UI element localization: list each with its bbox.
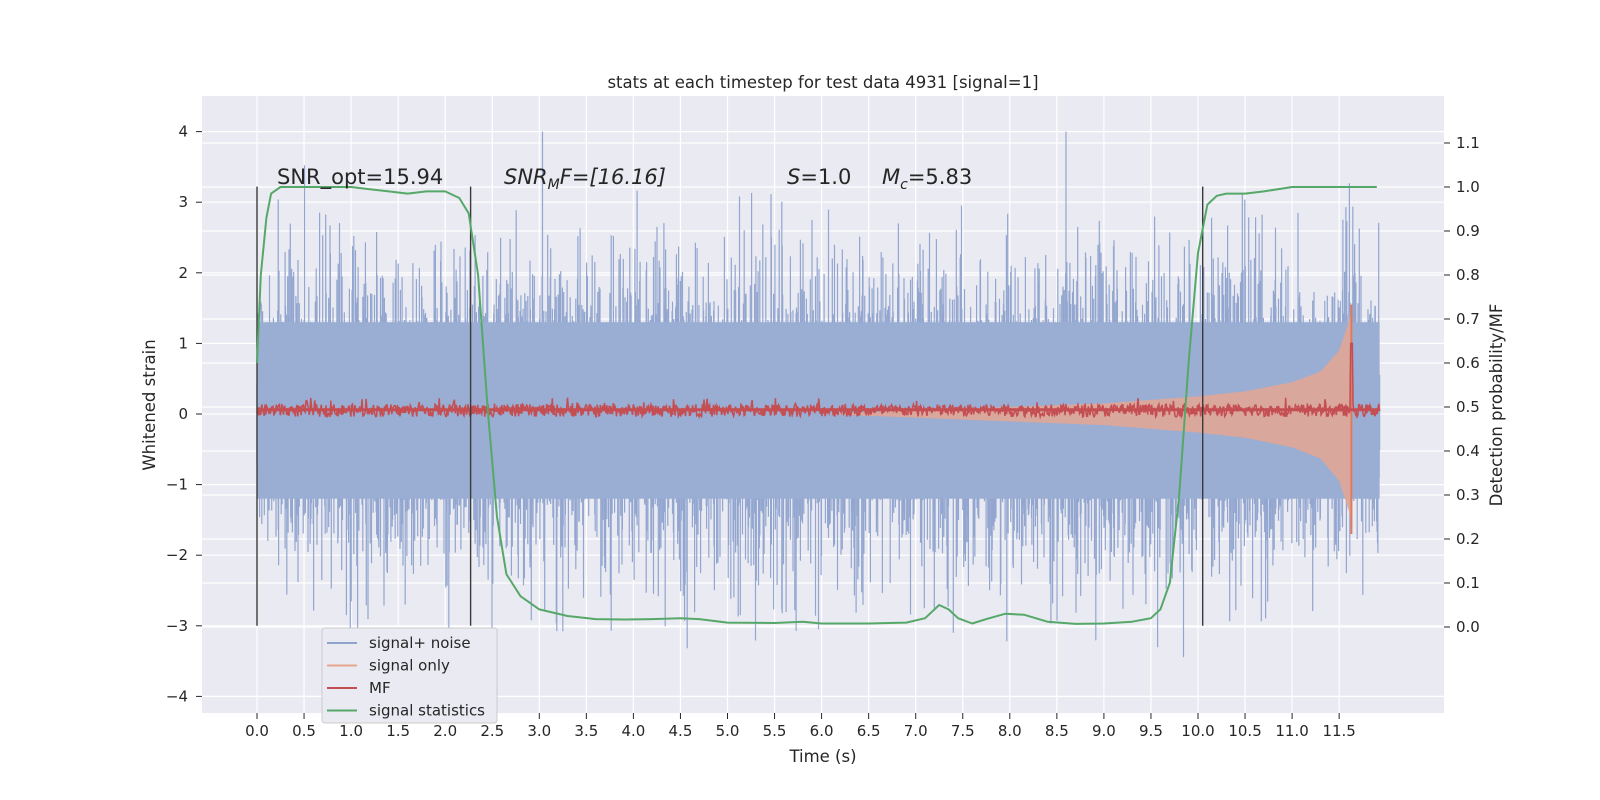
x-axis-label: Time (s) [788, 747, 856, 766]
x-tick-label: 1.0 [339, 722, 363, 740]
x-tick-label: 0.0 [245, 722, 269, 740]
legend-label: signal statistics [369, 702, 485, 720]
y-tick-label: −4 [166, 687, 188, 705]
y-axis-label: Whitened strain [140, 339, 159, 470]
x-tick-label: 1.5 [386, 722, 410, 740]
mc-value: =5.83 [908, 165, 972, 189]
snr-mf-base: SNR [504, 165, 548, 189]
mf-line [256, 342, 1381, 420]
x-tick-label: 11.0 [1275, 722, 1308, 740]
legend-label: MF [369, 679, 391, 697]
signal-statistics-series [256, 186, 1377, 625]
mc-sub: c [900, 177, 908, 193]
x-tick-label: 5.5 [763, 722, 787, 740]
x-tick-label: 5.0 [716, 722, 740, 740]
x-tick-label: 7.0 [904, 722, 928, 740]
y2-tick-label: 0.3 [1456, 486, 1480, 504]
y-tick-label: 1 [178, 334, 188, 352]
y-tick-label: 3 [178, 193, 188, 211]
x-axis-ticks: 0.0 0.5 1.0 1.5 2.0 2.5 3.0 3.5 4.0 4.5 5.0 5.5 6.0 6… [245, 713, 1356, 740]
snr-mf-sub: M [548, 177, 560, 193]
y2-tick-label: 0.5 [1456, 398, 1480, 416]
x-tick-label: 2.5 [480, 722, 504, 740]
y2-tick-label: 1.0 [1456, 178, 1480, 196]
y2-tick-label: 1.1 [1456, 134, 1480, 152]
x-tick-label: 3.5 [574, 722, 598, 740]
vertical-markers [256, 186, 1204, 626]
snr-opt-annotation: SNR_opt=15.94 [277, 165, 443, 190]
x-tick-label: 8.0 [998, 722, 1022, 740]
y2-tick-label: 0.0 [1456, 618, 1480, 636]
y2-tick-label: 0.4 [1456, 442, 1480, 460]
s-symbol: S [787, 165, 800, 189]
y2-tick-label: 0.8 [1456, 266, 1480, 284]
y-axis-ticks: 4 3 2 1 0 −1 −2 −3 −4 [166, 123, 202, 705]
x-tick-label: 9.5 [1139, 722, 1163, 740]
y-tick-label: −2 [166, 546, 188, 564]
snr-mf-rest: F=[16.16] [560, 165, 666, 189]
y2-tick-label: 0.2 [1456, 530, 1480, 548]
mf-series [256, 342, 1381, 420]
snr-mf-annotation: SNRMF=[16.16] [504, 165, 666, 193]
x-tick-label: 7.5 [951, 722, 975, 740]
x-tick-label: 3.0 [527, 722, 551, 740]
x-tick-label: 10.5 [1228, 722, 1261, 740]
signal-statistics-line [256, 186, 1377, 625]
x-tick-label: 9.0 [1092, 722, 1116, 740]
y2-tick-label: 0.9 [1456, 222, 1480, 240]
y2-axis-ticks: 1.1 1.0 0.9 0.8 0.7 0.6 0.5 0.4 0.3 0.2 0.1 0.0 [1444, 134, 1480, 636]
x-tick-label: 4.5 [669, 722, 693, 740]
chart-title: stats at each timestep for test data 493… [607, 73, 1038, 92]
y2-tick-label: 0.7 [1456, 310, 1480, 328]
y-tick-label: −3 [166, 617, 188, 635]
legend-label: signal only [369, 657, 450, 675]
y2-tick-label: 0.6 [1456, 354, 1480, 372]
x-tick-label: 8.5 [1045, 722, 1069, 740]
mc-annotation: Mc=5.83 [882, 165, 972, 193]
x-tick-label: 0.5 [292, 722, 316, 740]
s-value: =1.0 [800, 165, 851, 189]
x-tick-label: 10.0 [1181, 722, 1214, 740]
y-tick-label: −1 [166, 476, 188, 494]
y2-axis-label: Detection probability/MF [1487, 304, 1506, 507]
s-annotation: S=1.0 [787, 165, 851, 189]
legend: signal+ noise signal only MF signal statist… [321, 627, 498, 724]
legend-box [321, 627, 498, 724]
x-tick-label: 6.5 [857, 722, 881, 740]
y-tick-label: 2 [178, 264, 188, 282]
x-tick-label: 11.5 [1322, 722, 1355, 740]
y-tick-label: 0 [178, 405, 188, 423]
x-tick-label: 2.0 [433, 722, 457, 740]
y-tick-label: 4 [178, 123, 188, 141]
x-tick-label: 6.0 [810, 722, 834, 740]
mc-base: M [882, 165, 900, 189]
x-tick-label: 4.0 [621, 722, 645, 740]
y2-tick-label: 0.1 [1456, 574, 1480, 592]
legend-label: signal+ noise [369, 634, 471, 652]
